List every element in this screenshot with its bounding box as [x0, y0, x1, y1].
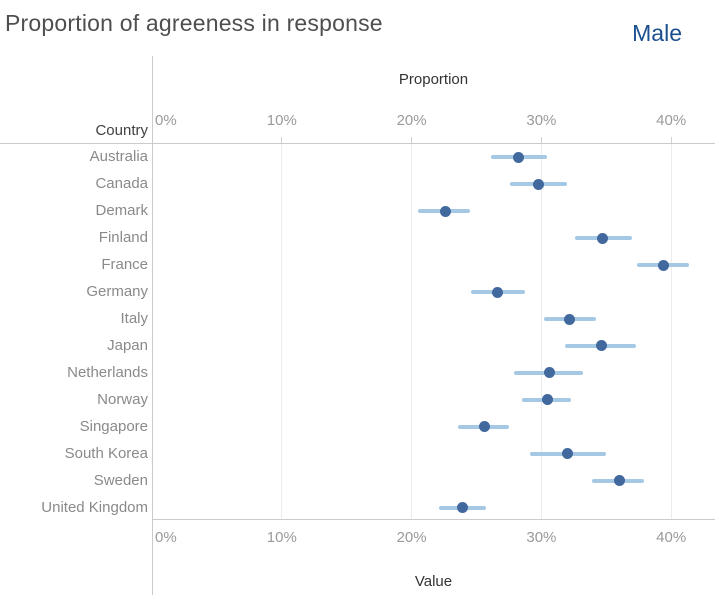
row-label[interactable]: Netherlands [67, 363, 148, 381]
top-axis-tick-label: 20% [396, 112, 427, 129]
male-column-header[interactable]: Male [632, 20, 682, 46]
dot-marker[interactable] [561, 448, 573, 460]
top-axis-tick-mark [540, 137, 542, 143]
row-label[interactable]: Japan [107, 336, 148, 354]
dot-marker[interactable] [564, 313, 576, 325]
dot-marker[interactable] [543, 367, 555, 379]
top-axis-tick-mark [411, 137, 413, 143]
vertical-axis-line [152, 56, 153, 595]
top-axis-tick-label: 0% [155, 112, 177, 129]
bottom-axis-tick-label: 10% [266, 529, 297, 546]
gridline [540, 144, 542, 519]
dot-marker[interactable] [478, 421, 490, 433]
row-label[interactable]: Sweden [93, 471, 148, 489]
dot-marker[interactable] [533, 178, 545, 190]
dot-marker[interactable] [595, 340, 607, 352]
bottom-axis-line [152, 519, 715, 520]
top-axis-tick-mark [281, 137, 283, 143]
dot-marker[interactable] [439, 205, 451, 217]
top-axis-tick-label: 30% [526, 112, 557, 129]
chart-title: Proportion of agreeness in response [5, 10, 383, 36]
row-label[interactable]: Finland [98, 229, 148, 247]
top-axis-tick-label: 40% [656, 112, 687, 129]
header-separator-line [0, 143, 715, 144]
row-label[interactable]: Demark [95, 202, 148, 220]
dot-marker[interactable] [491, 286, 503, 298]
bottom-axis-tick-label: 30% [526, 529, 557, 546]
row-label[interactable]: Norway [97, 390, 148, 408]
top-axis-tick-mark [670, 137, 672, 143]
row-header-country: Country [95, 122, 148, 139]
gridline [411, 144, 413, 519]
gridline [670, 144, 672, 519]
row-label[interactable]: United Kingdom [41, 498, 148, 516]
row-label[interactable]: Canada [95, 175, 148, 193]
top-axis-title: Proportion [398, 71, 469, 88]
dot-marker[interactable] [456, 502, 468, 514]
gridline [281, 144, 283, 519]
row-label[interactable]: Germany [86, 283, 148, 301]
top-axis-tick-label: 10% [266, 112, 297, 129]
dot-marker[interactable] [512, 151, 524, 163]
row-label[interactable]: Australia [89, 148, 148, 166]
bottom-axis-tick-label: 20% [396, 529, 427, 546]
row-label[interactable]: France [101, 256, 148, 274]
row-label[interactable]: Italy [120, 310, 148, 328]
dot-marker[interactable] [596, 232, 608, 244]
bottom-axis-tick-label: 0% [155, 529, 177, 546]
row-label[interactable]: Singapore [79, 417, 148, 435]
dot-marker[interactable] [657, 259, 669, 271]
bottom-axis-tick-label: 40% [656, 529, 687, 546]
dot-marker[interactable] [613, 475, 625, 487]
bottom-axis-title: Value [414, 573, 453, 590]
row-label[interactable]: South Korea [64, 444, 148, 462]
dot-marker[interactable] [542, 394, 554, 406]
